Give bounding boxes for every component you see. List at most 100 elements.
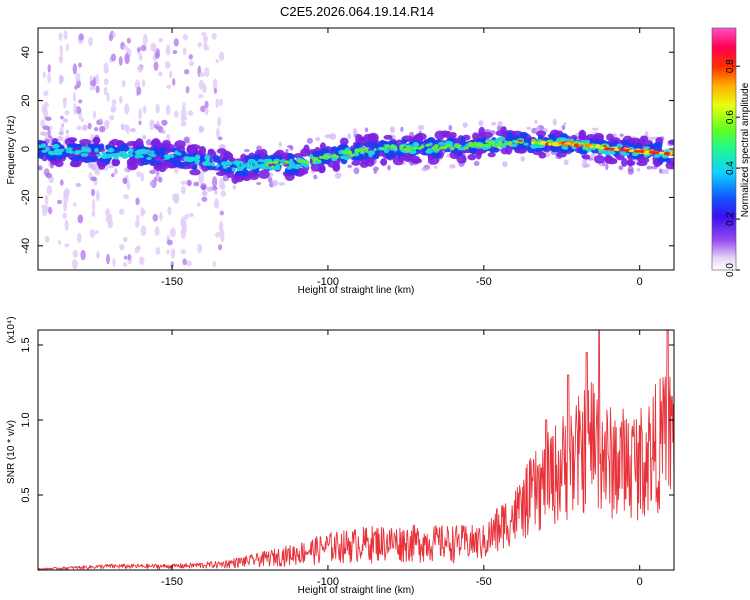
spectrogram-noise xyxy=(56,199,63,205)
spectrogram-noise xyxy=(139,256,145,265)
spectrogram-blob xyxy=(126,152,134,158)
spectrogram-blob xyxy=(523,142,529,146)
spectrogram-blob xyxy=(248,171,260,181)
spectrogram-blob xyxy=(446,144,452,147)
spectrogram-blob xyxy=(322,155,326,160)
spectrogram-blob xyxy=(101,154,108,160)
spectrogram-noise xyxy=(138,53,143,62)
spectrogram-blob xyxy=(384,145,391,149)
spectrogram-blob xyxy=(457,144,461,149)
spectrogram-noise xyxy=(534,119,538,124)
spectrogram-noise xyxy=(278,141,282,147)
spectrogram-noise xyxy=(71,258,78,270)
spectrogram-blob xyxy=(106,148,115,153)
spectrogram-noise xyxy=(561,124,566,131)
spectrogram-blob xyxy=(216,171,226,177)
y-tick-label: 40 xyxy=(20,46,32,58)
spectrogram-noise xyxy=(216,127,220,139)
spectrogram-blob xyxy=(146,156,152,161)
spectrogram-blob xyxy=(121,154,129,159)
spectrogram-noise xyxy=(78,33,84,41)
spectrogram-blob xyxy=(637,157,650,164)
spectrogram-blob xyxy=(425,143,431,148)
spectrogram-blob xyxy=(94,147,99,153)
spectrogram-noise xyxy=(126,124,130,135)
spectrogram-noise xyxy=(582,159,588,163)
spectrogram-noise xyxy=(387,164,391,171)
spectrogram-blob xyxy=(372,141,378,148)
spectrogram-noise xyxy=(123,255,128,260)
spectrogram-noise xyxy=(75,106,82,115)
spectrogram-blob xyxy=(530,138,537,143)
spectrogram-blob xyxy=(368,153,373,158)
spectrogram-blob xyxy=(530,143,538,149)
spectrogram-blob xyxy=(134,155,141,159)
spectrogram-noise xyxy=(197,42,202,48)
colorbar-ticks: 0.0 0.2 0.4 0.6 0.8 xyxy=(725,59,740,277)
spectrogram-blob xyxy=(547,133,556,138)
spectrogram-blob xyxy=(207,148,215,154)
spectrogram-blob xyxy=(284,160,290,164)
spectrogram-blob xyxy=(434,148,441,151)
spectrogram-noise xyxy=(636,168,641,172)
spectrogram-noise xyxy=(45,116,52,121)
spectrogram-noise xyxy=(267,176,273,183)
spectrogram-blob xyxy=(444,130,452,139)
spectrogram-noise xyxy=(174,110,179,118)
spectrogram-xlabel: Height of straight line (km) xyxy=(298,285,415,296)
spectrogram-blob xyxy=(300,148,310,157)
spectrogram-blob xyxy=(47,150,55,155)
spectrogram-noise xyxy=(166,249,170,255)
spectrogram-blob xyxy=(359,148,365,152)
spectrogram-noise xyxy=(215,98,219,109)
spectrogram-noise xyxy=(182,47,187,56)
spectrogram-noise xyxy=(72,63,78,75)
spectrogram-blob xyxy=(189,169,201,176)
y-tick-label: 0 xyxy=(20,146,32,152)
spectrogram-blob xyxy=(303,163,310,168)
spectrogram-noise xyxy=(95,85,100,94)
spectrogram-noise xyxy=(48,206,53,215)
spectrogram-noise xyxy=(193,181,200,187)
spectrogram-blob xyxy=(354,142,361,148)
spectrogram-noise xyxy=(63,30,68,40)
x-tick-label: -50 xyxy=(476,276,492,288)
spectrogram-blob xyxy=(69,150,74,154)
spectrogram-noise xyxy=(44,235,50,243)
spectrogram-noise xyxy=(153,61,159,71)
spectrogram-blob xyxy=(135,145,146,150)
spectrogram-blob xyxy=(513,140,518,144)
x-tick-label: -150 xyxy=(161,576,183,588)
spectrogram-noise xyxy=(211,33,217,40)
spectrogram-noise xyxy=(198,172,205,184)
spectrogram-noise xyxy=(204,107,209,116)
spectrogram-noise xyxy=(72,91,76,103)
spectrogram-blob xyxy=(140,160,150,166)
spectrogram-noise xyxy=(347,164,353,169)
spectrogram-noise xyxy=(58,74,63,86)
spectrogram-noise xyxy=(119,95,123,104)
y-tick-label: 0.5 xyxy=(20,487,32,502)
spectrogram-noise xyxy=(40,131,47,136)
spectrogram-noise xyxy=(159,211,163,221)
spectrogram-noise xyxy=(145,138,152,146)
y-tick-label: 1.5 xyxy=(20,337,32,352)
spectrogram-noise xyxy=(181,185,186,195)
spectrogram-noise xyxy=(155,247,161,255)
spectrogram-noise xyxy=(180,180,187,185)
spectrogram-noise xyxy=(77,232,82,244)
spectrogram-blob xyxy=(581,154,591,160)
spectrogram-blob xyxy=(317,159,321,163)
spectrogram-noise xyxy=(47,64,51,73)
spectrogram-blob xyxy=(150,139,162,148)
spectrogram-noise xyxy=(95,229,99,235)
spectrogram-blob xyxy=(205,158,211,163)
spectrogram-noise xyxy=(172,78,176,86)
spectrogram-blob xyxy=(164,155,171,160)
spectrogram-peak xyxy=(562,143,569,147)
spectrogram-noise xyxy=(180,249,186,255)
spectrogram-blob xyxy=(563,146,569,150)
spectrogram-noise xyxy=(127,254,131,261)
spectrogram-noise xyxy=(58,131,64,136)
spectrogram-blob xyxy=(504,142,510,146)
